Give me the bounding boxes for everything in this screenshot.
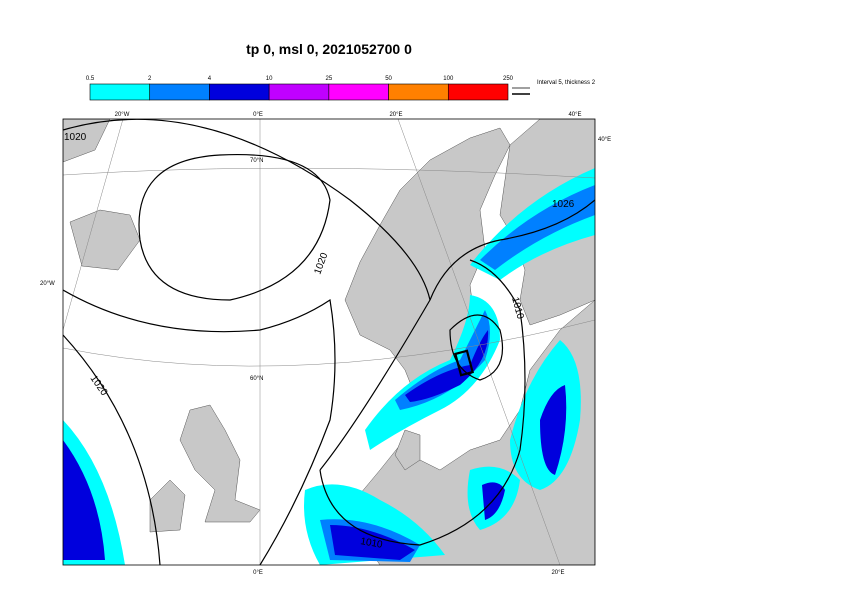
colorbar-label: 25 <box>326 76 333 82</box>
legend-text: Interval 5, thickness 2 <box>537 80 596 86</box>
colorbar-segment <box>447 83 509 101</box>
colorbar-segment <box>268 83 330 101</box>
colorbar-label: 100 <box>443 76 454 82</box>
colorbar-label: 4 <box>208 76 212 82</box>
graticule-label: 20°W <box>40 281 55 287</box>
isobar-label: 1010 <box>359 536 383 551</box>
colorbar-segment <box>328 83 389 101</box>
map-frame <box>62 118 596 566</box>
graticule-label: 0°E <box>253 112 263 118</box>
colorbar-segment <box>388 83 449 101</box>
colorbar-label: 250 <box>503 76 514 82</box>
map <box>63 119 595 565</box>
title: tp 0, msl 0, 2021052700 0 <box>246 41 412 57</box>
graticule-label: 20°E <box>389 112 402 118</box>
colorbar-label: 10 <box>266 76 273 82</box>
graticule-label: 0°E <box>253 570 263 576</box>
colorbar-label: 2 <box>148 76 152 82</box>
colorbar-label: 0.5 <box>86 76 95 82</box>
colorbar-segment <box>89 83 151 101</box>
isobar-label: 1020 <box>64 132 87 143</box>
colorbar: 0.5 2 4 10 25 50 100 250 <box>86 76 514 101</box>
graticule-label: 20°E <box>551 570 564 576</box>
colorbar-segment <box>209 83 270 101</box>
graticule-label: 40°E <box>568 112 581 118</box>
graticule-label: 40°E <box>598 137 611 143</box>
graticule-label: 20°W <box>115 112 130 118</box>
graticule-label: 60°N <box>250 376 263 382</box>
graticule-label: 70°N <box>250 158 263 164</box>
colorbar-segment <box>149 83 210 101</box>
isobar-label: 1026 <box>552 199 575 210</box>
colorbar-label: 50 <box>385 76 392 82</box>
